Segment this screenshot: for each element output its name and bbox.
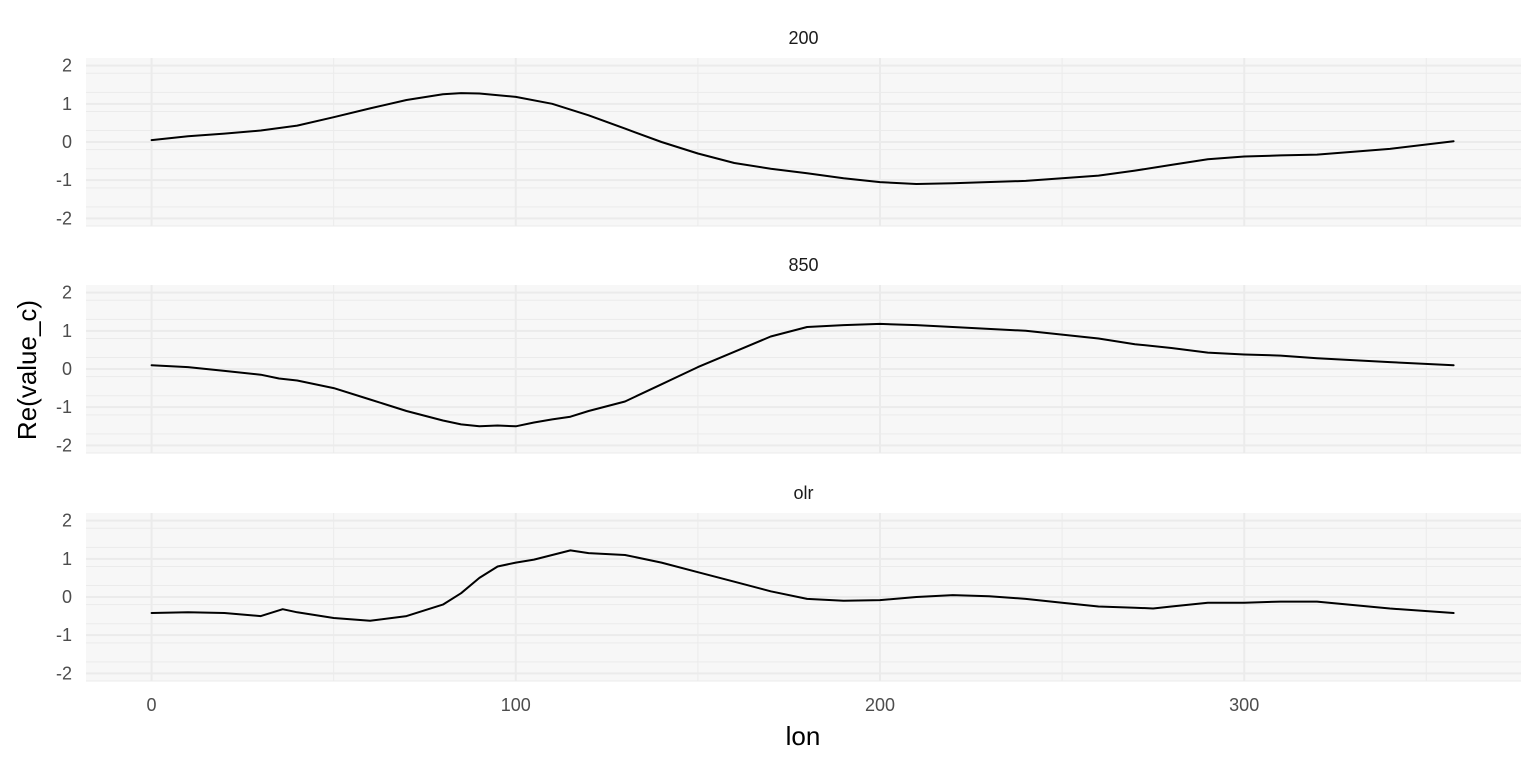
y-tick-label: 1: [62, 549, 72, 569]
facet-panels: -2 -1 0 1 2 200 -2 -1 0 1 2 850 -2 -1 0 1 2 olr: [56, 28, 1521, 683]
y-tick-label: 2: [62, 283, 72, 303]
x-tick-label: 200: [865, 695, 895, 715]
y-tick-label: 2: [62, 511, 72, 531]
facet-strip-label: olr: [793, 483, 813, 503]
y-tick-label: -2: [56, 208, 72, 228]
y-tick-label: -2: [56, 435, 72, 455]
x-tick-label: 0: [147, 695, 157, 715]
y-tick-label: 0: [62, 587, 72, 607]
y-tick-label: 0: [62, 132, 72, 152]
series-line-200: [150, 92, 1455, 185]
y-tick-label: -2: [56, 663, 72, 683]
facet-panel-2: -2 -1 0 1 2 850: [56, 255, 1521, 455]
y-tick-label: 1: [62, 94, 72, 114]
y-axis-title: Re(value_c): [12, 300, 42, 440]
y-tick-label: -1: [56, 625, 72, 645]
y-tick-label: 1: [62, 321, 72, 341]
facet-strip-label: 200: [788, 28, 818, 48]
y-tick-label: -1: [56, 397, 72, 417]
facet-strip-label: 850: [788, 255, 818, 275]
y-tick-label: 0: [62, 359, 72, 379]
series-line-olr: [150, 549, 1455, 622]
x-tick-label: 100: [501, 695, 531, 715]
x-tick-label: 300: [1229, 695, 1259, 715]
series-line-850: [150, 322, 1455, 428]
facet-panel-3: -2 -1 0 1 2 olr: [56, 483, 1521, 683]
facet-panel-1: -2 -1 0 1 2 200: [56, 28, 1521, 228]
y-tick-label: 2: [62, 56, 72, 76]
y-tick-label: -1: [56, 170, 72, 190]
x-axis: 0 100 200 300: [147, 695, 1260, 715]
x-axis-title: lon: [786, 721, 821, 751]
